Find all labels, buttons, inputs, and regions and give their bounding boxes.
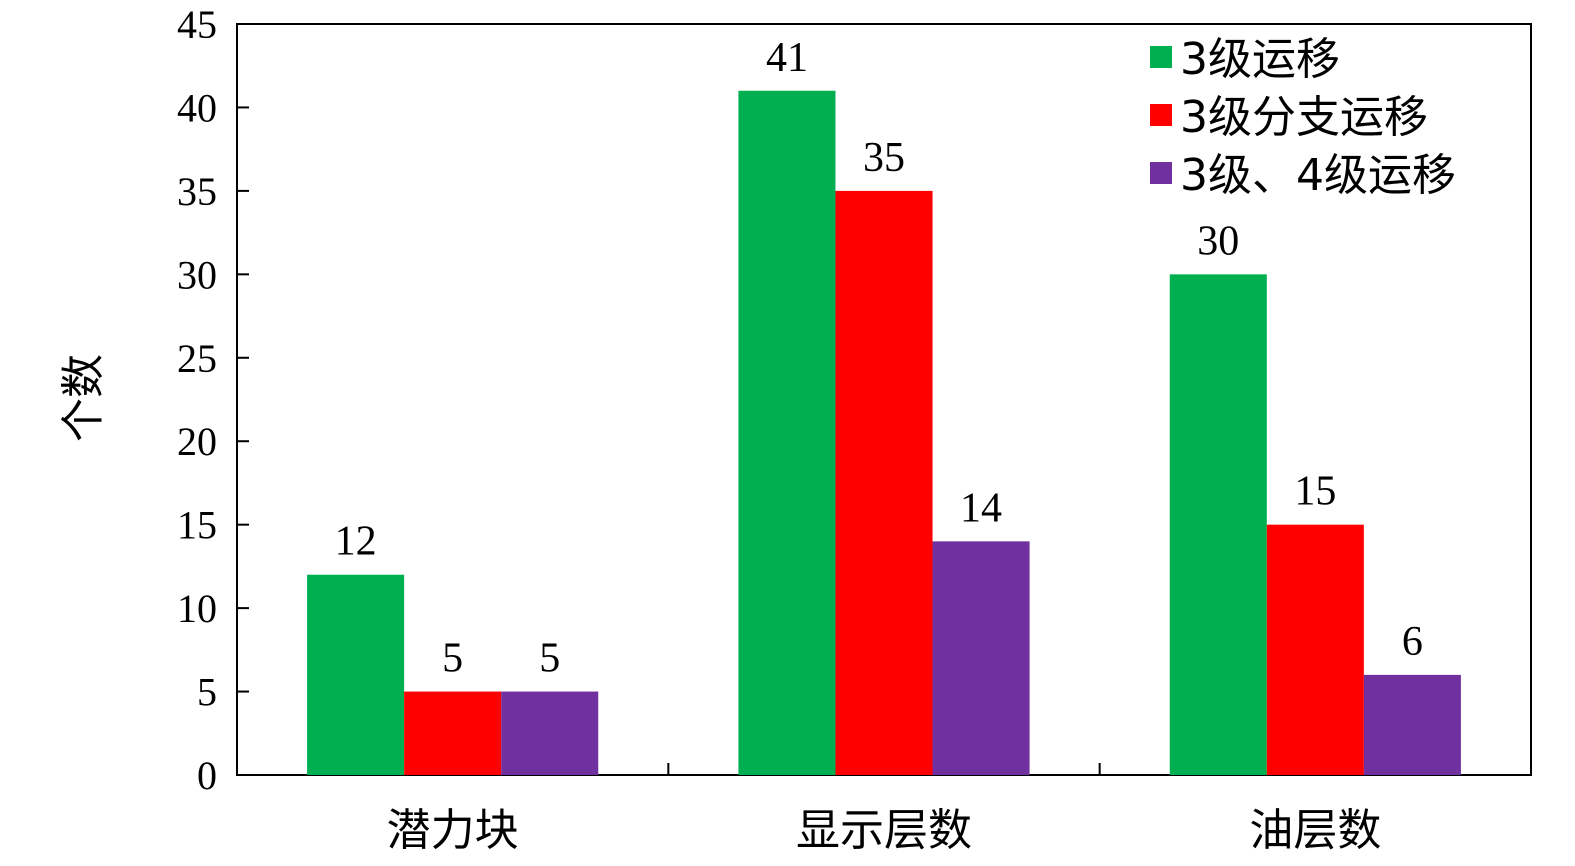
data-label: 15: [1294, 469, 1336, 515]
bar: [1363, 674, 1461, 775]
legend-swatch: [1150, 46, 1172, 68]
y-axis: 0 5 10 15 20 25 30 35 40 45: [177, 2, 249, 798]
legend-swatch: [1150, 104, 1172, 126]
data-label: 6: [1402, 619, 1423, 665]
bar: [1266, 524, 1364, 775]
legend-label: 3级分支运移: [1180, 92, 1428, 143]
bar: [738, 90, 836, 775]
legend-label: 3级运移: [1180, 34, 1340, 85]
data-label: 5: [442, 636, 463, 682]
y-tick-label: 0: [197, 753, 217, 798]
y-tick-label: 45: [177, 2, 217, 47]
data-label: 41: [766, 35, 808, 81]
y-tick-label: 20: [177, 419, 217, 464]
bar: [1169, 274, 1267, 775]
y-tick-label: 30: [177, 252, 217, 297]
bar: [307, 574, 405, 775]
x-category-label: 油层数: [1249, 805, 1381, 856]
y-tick-label: 5: [197, 670, 217, 715]
data-labels-group: 12 41 30 5 35 15 5 14 6: [335, 35, 1423, 682]
data-label: 35: [863, 135, 905, 181]
data-label: 30: [1197, 218, 1239, 264]
legend: 3级运移 3级分支运移 3级、4级运移: [1150, 34, 1456, 201]
bars-group: [307, 90, 1461, 775]
bar: [835, 190, 933, 775]
data-label: 14: [960, 485, 1002, 531]
bar: [932, 541, 1030, 775]
legend-swatch: [1150, 162, 1172, 184]
x-axis: 潜力块 显示层数 油层数: [387, 763, 1381, 856]
legend-label: 3级、4级运移: [1180, 150, 1456, 201]
y-axis-title: 个数: [58, 354, 109, 442]
bar: [501, 691, 599, 775]
y-tick-label: 15: [177, 503, 217, 548]
x-category-label: 显示层数: [796, 805, 972, 856]
y-tick-label: 25: [177, 336, 217, 381]
data-label: 5: [539, 636, 560, 682]
y-tick-label: 40: [177, 85, 217, 130]
x-category-label: 潜力块: [387, 805, 519, 856]
bar: [404, 691, 502, 775]
y-tick-label: 35: [177, 169, 217, 214]
y-tick-label: 10: [177, 586, 217, 631]
data-label: 12: [335, 519, 377, 565]
